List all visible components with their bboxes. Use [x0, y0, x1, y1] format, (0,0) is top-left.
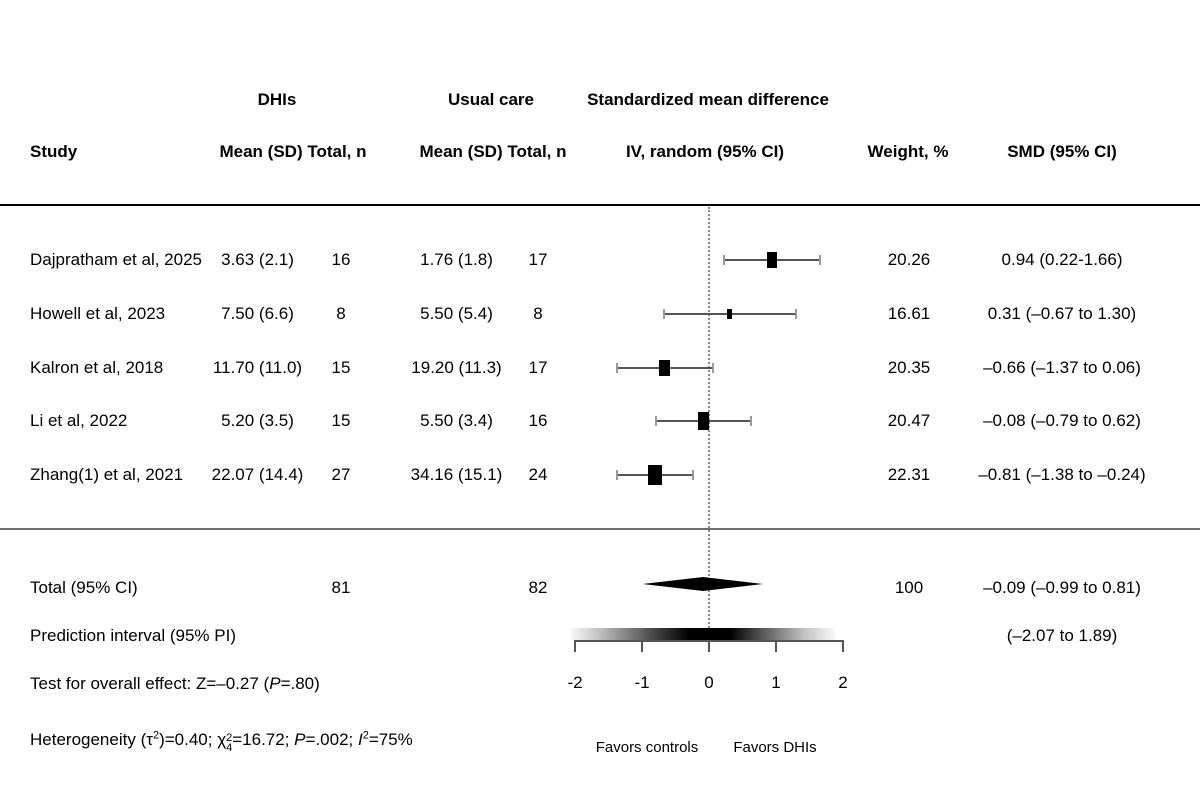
uc-total-n: 24 [528, 465, 548, 484]
effect-size-marker [698, 412, 710, 430]
dhi-total-n: 15 [331, 411, 351, 430]
plot-title: Standardized mean difference [587, 90, 829, 109]
effect-size-marker [766, 251, 778, 269]
uc-total-n: 16 [528, 411, 548, 430]
ci-right-cap [691, 470, 694, 480]
ci-right-cap [795, 309, 798, 319]
uc-mean-sd: 1.76 (1.8) [420, 250, 493, 269]
total-label: Total (95% CI) [30, 578, 138, 597]
favors-right-label: Favors DHIs [733, 739, 817, 756]
smd-ci-value: –0.66 (–1.37 to 0.06) [983, 358, 1141, 377]
dhi-mean-sd: 7.50 (6.6) [221, 304, 294, 323]
study-row: Zhang(1) et al, 2021 22.07 (14.4) 27 34.… [0, 463, 1200, 487]
smd-ci-value: –0.08 (–0.79 to 0.62) [983, 411, 1141, 430]
header-separator-line [0, 204, 1200, 206]
x-axis-tick [574, 640, 576, 652]
axis-tick-label: -1 [634, 673, 650, 692]
prediction-interval-bar [570, 628, 836, 640]
ci-right-cap [819, 255, 822, 265]
weight-value: 16.61 [887, 304, 931, 323]
study-row: Kalron et al, 2018 11.70 (11.0) 15 19.20… [0, 356, 1200, 380]
uc-mean-sd: 34.16 (15.1) [410, 465, 503, 484]
pooled-effect-diamond [642, 577, 764, 591]
uc-total-n: 17 [528, 250, 548, 269]
dhi-total-n: 27 [331, 465, 351, 484]
uc-total-n: 17 [528, 358, 548, 377]
axis-tick-label: -2 [567, 673, 583, 692]
total-separator-line [0, 528, 1200, 530]
smd-ci-value: 0.94 (0.22-1.66) [1001, 250, 1123, 269]
x-axis-tick [842, 640, 844, 652]
overall-effect-text: Test for overall effect: Z=–0.27 (P=.80) [30, 674, 320, 693]
uc-mean-sd: 5.50 (3.4) [420, 411, 493, 430]
smd-ci-value: –0.81 (–1.38 to –0.24) [978, 465, 1146, 484]
dhi-total-n: 8 [336, 304, 346, 323]
weight-value: 20.35 [887, 358, 931, 377]
heterogeneity-text: Heterogeneity (τ2)=0.40; χ 2 4 =16.72; P=.0… [30, 729, 413, 754]
column-header-effect-model: IV, random (95% CI) [625, 142, 785, 161]
ci-left-cap [722, 255, 725, 265]
ci-left-cap [615, 470, 618, 480]
study-row: Li et al, 2022 5.20 (3.5) 15 5.50 (3.4) … [0, 409, 1200, 433]
total-weight: 100 [894, 578, 924, 597]
weight-value: 22.31 [887, 465, 931, 484]
group2-header: Usual care [448, 90, 534, 109]
ci-right-cap [749, 416, 752, 426]
column-header-weight: Weight, % [867, 142, 949, 161]
axis-tick-label: 0 [704, 673, 714, 692]
study-name: Li et al, 2022 [30, 411, 128, 430]
prediction-interval-row: Prediction interval (95% PI) (–2.07 to 1… [0, 624, 1200, 648]
total-row: Total (95% CI) 81 82 100 –0.09 (–0.99 to… [0, 576, 1200, 600]
prediction-interval-ci: (–2.07 to 1.89) [1006, 626, 1118, 645]
axis-tick-label: 1 [771, 673, 781, 692]
uc-total-n: 8 [533, 304, 543, 323]
x-axis-tick [641, 640, 643, 652]
dhi-mean-sd: 5.20 (3.5) [221, 411, 294, 430]
study-name: Howell et al, 2023 [30, 304, 166, 323]
effect-size-marker [727, 309, 733, 319]
column-header-mean-total-dhis: Mean (SD) Total, n [219, 142, 367, 161]
column-header-study: Study [30, 142, 78, 161]
dhi-mean-sd: 3.63 (2.1) [221, 250, 294, 269]
smd-ci-value: 0.31 (–0.67 to 1.30) [987, 304, 1137, 323]
study-name: Dajpratham et al, 2025 [30, 250, 202, 269]
ci-left-cap [655, 416, 658, 426]
total-dhi-n: 81 [331, 578, 351, 597]
ci-left-cap [663, 309, 666, 319]
uc-mean-sd: 5.50 (5.4) [420, 304, 493, 323]
favors-left-label: Favors controls [595, 739, 699, 756]
dhi-mean-sd: 11.70 (11.0) [212, 358, 303, 377]
prediction-interval-label: Prediction interval (95% PI) [30, 626, 236, 645]
total-smd-ci: –0.09 (–0.99 to 0.81) [983, 578, 1141, 597]
x-axis-tick [775, 640, 777, 652]
uc-mean-sd: 19.20 (11.3) [411, 358, 502, 377]
dhi-total-n: 16 [331, 250, 351, 269]
study-row: Dajpratham et al, 2025 3.63 (2.1) 16 1.7… [0, 248, 1200, 272]
dhi-total-n: 15 [331, 358, 351, 377]
column-header-smd: SMD (95% CI) [1007, 142, 1117, 161]
study-name: Zhang(1) et al, 2021 [30, 465, 184, 484]
weight-value: 20.47 [887, 411, 931, 430]
x-axis-tick [708, 640, 710, 652]
effect-size-marker [659, 359, 671, 377]
ci-left-cap [616, 363, 619, 373]
dhi-mean-sd: 22.07 (14.4) [211, 465, 304, 484]
ci-right-cap [712, 363, 715, 373]
column-header-mean-total-usual-care: Mean (SD) Total, n [419, 142, 567, 161]
study-row: Howell et al, 2023 7.50 (6.6) 8 5.50 (5.… [0, 302, 1200, 326]
study-name: Kalron et al, 2018 [30, 358, 164, 377]
effect-size-marker [647, 464, 662, 486]
total-uc-n: 82 [528, 578, 548, 597]
group1-header: DHIs [257, 90, 297, 109]
weight-value: 20.26 [887, 250, 931, 269]
axis-tick-label: 2 [838, 673, 848, 692]
